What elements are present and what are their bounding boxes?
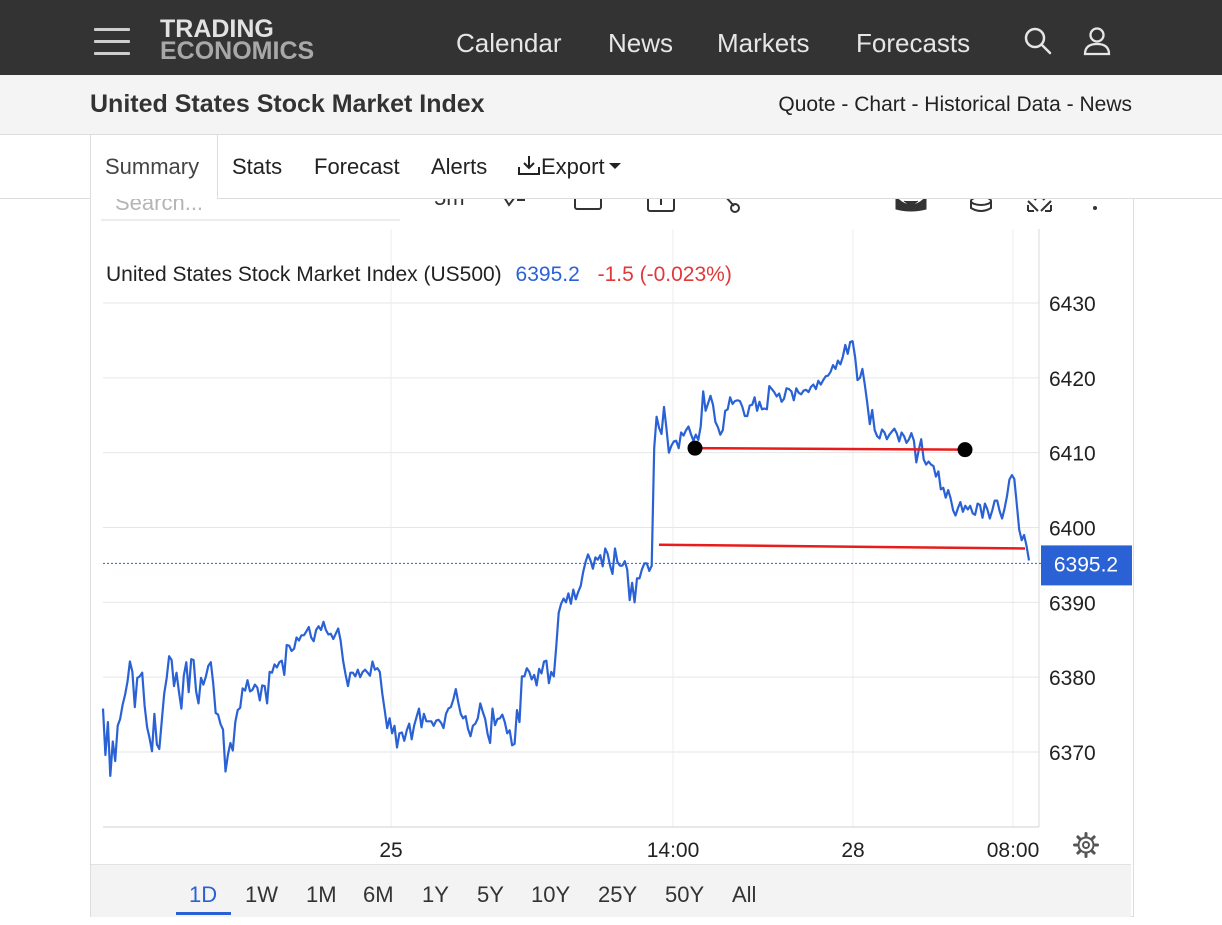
nav-calendar[interactable]: Calendar [456, 28, 562, 58]
x-tick-label: 08:00 [987, 839, 1040, 862]
export-button[interactable]: Export [517, 154, 622, 180]
tabs-bar [0, 135, 1222, 199]
active-range-indicator [176, 912, 231, 915]
price-series-line [101, 340, 1031, 777]
y-tick-label: 6390 [1049, 592, 1096, 615]
indicators-icon[interactable] [504, 199, 525, 207]
tab-stats[interactable]: Stats [232, 154, 283, 179]
tab-summary-active-frame [90, 135, 218, 199]
legend-series-name: United States Stock Market Index (US500) [106, 263, 502, 286]
interval-selector[interactable]: 5m [434, 199, 465, 210]
y-tick-label: 6370 [1049, 742, 1096, 765]
tab-forecast[interactable]: Forecast [314, 154, 400, 179]
top-navigation-bar [0, 0, 1222, 75]
symbol-search-input[interactable]: Search... [115, 199, 203, 215]
trendline-upper[interactable] [694, 446, 966, 451]
legend-price: 6395.2 [516, 263, 580, 286]
trendline-handle[interactable] [957, 442, 973, 458]
last-price-label: 6395.2 [1054, 553, 1118, 576]
nav-markets[interactable]: Markets [717, 28, 810, 58]
range-1y[interactable]: 1Y [422, 882, 449, 907]
y-tick-label: 6400 [1049, 518, 1096, 541]
x-tick-label: 28 [841, 839, 864, 862]
page-title: United States Stock Market Index [90, 90, 485, 118]
range-5y[interactable]: 5Y [477, 882, 504, 907]
nav-news[interactable]: News [608, 28, 674, 58]
range-1d[interactable]: 1D [189, 882, 218, 907]
chart-legend: United States Stock Market Index (US500)… [106, 263, 732, 286]
tab-summary[interactable]: Summary [105, 154, 200, 179]
search-icon[interactable] [1023, 26, 1053, 61]
y-tick-label: 6410 [1049, 443, 1096, 466]
tab-alerts[interactable]: Alerts [431, 154, 488, 179]
chart-container: Search... 5m 6430 6420 6410 6400 6390 6380 637… [90, 199, 1134, 917]
sub-header [0, 75, 1222, 135]
range-1w[interactable]: 1W [245, 882, 278, 907]
logo-line-2: ECONOMICS [160, 37, 315, 65]
nav-forecasts[interactable]: Forecasts [856, 28, 971, 58]
price-chart[interactable]: Search... 5m 6430 6420 6410 6400 6390 6380 637… [91, 199, 1133, 916]
logo-line-1: TRADING [160, 15, 274, 43]
compare-icon[interactable] [574, 199, 602, 210]
save-icon[interactable] [895, 199, 927, 212]
chart-toolbar: Search... 5m [101, 199, 1097, 221]
more-options-icon[interactable] [1093, 199, 1097, 210]
trendline-lower[interactable] [658, 543, 1026, 550]
caret-down-icon [608, 163, 621, 169]
range-selector [91, 864, 1131, 917]
download-icon [518, 156, 540, 175]
range-50y[interactable]: 50Y [665, 882, 705, 907]
range-all[interactable]: All [732, 882, 757, 907]
x-tick-label: 25 [379, 839, 402, 862]
range-10y[interactable]: 10Y [531, 882, 571, 907]
trendline-handle[interactable] [687, 440, 703, 456]
y-tick-label: 6420 [1049, 368, 1096, 391]
export-label: Export [541, 154, 605, 179]
legend-change: -1.5 (-0.023%) [598, 263, 732, 286]
range-6m[interactable]: 6M [363, 882, 394, 907]
y-tick-label: 6380 [1049, 667, 1096, 690]
menu-icon[interactable] [94, 28, 130, 55]
user-icon[interactable] [1082, 26, 1112, 61]
chart-settings-icon[interactable] [1073, 832, 1099, 858]
data-icon[interactable] [970, 199, 992, 212]
range-25y[interactable]: 25Y [598, 882, 638, 907]
logo[interactable]: TRADING ECONOMICS [160, 15, 315, 65]
fullscreen-icon[interactable] [1027, 199, 1052, 212]
range-1m[interactable]: 1M [306, 882, 337, 907]
draw-tool-icon[interactable] [724, 199, 740, 213]
x-tick-label: 14:00 [647, 839, 700, 862]
upload-icon[interactable] [647, 199, 675, 212]
quick-links[interactable]: Quote - Chart - Historical Data - News [778, 93, 1132, 116]
last-price-tag: 6395.2 [1041, 545, 1132, 586]
y-tick-label: 6430 [1049, 293, 1096, 316]
